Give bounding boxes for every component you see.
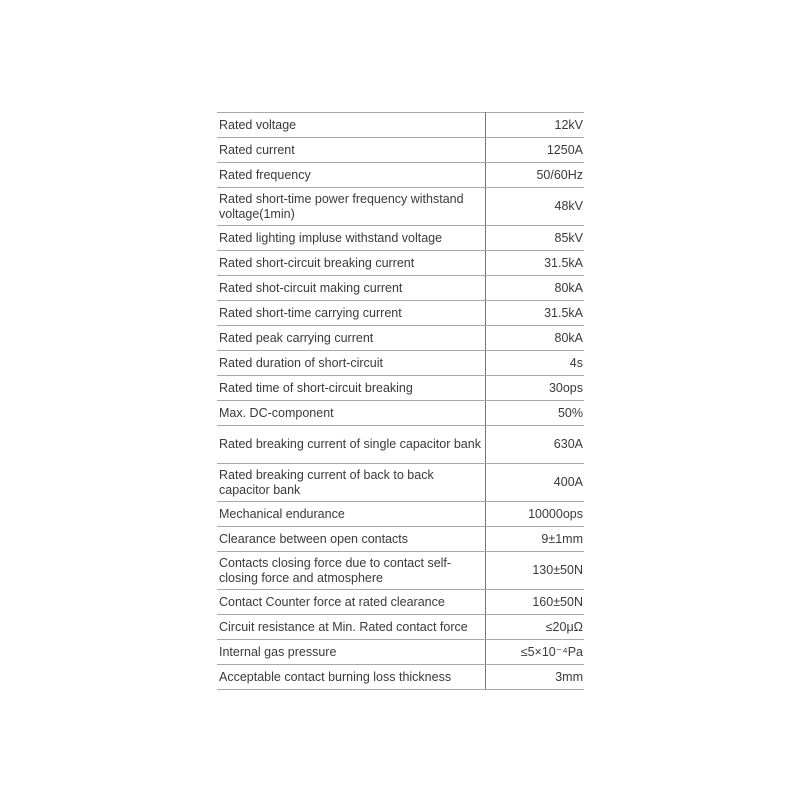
table-row: Rated short-circuit breaking current 31.5… [217, 250, 584, 276]
parameter-cell: Rated short-time power frequency withsta… [217, 187, 486, 226]
table-row: Max. DC-component 50% [217, 400, 584, 426]
value-cell: 30ops [485, 375, 584, 401]
value-cell: 48kV [485, 187, 584, 226]
specifications-table-body: Rated voltage 12kV Rated current 1250A Rated… [217, 112, 584, 690]
table-row: Rated frequency 50/60Hz [217, 162, 584, 188]
parameter-cell: Rated short-time carrying current [217, 300, 486, 326]
table-row: Rated lighting impluse withstand voltage… [217, 225, 584, 251]
parameter-cell: Rated time of short-circuit breaking [217, 375, 486, 401]
parameter-cell: Rated voltage [217, 112, 486, 138]
parameter-cell: Rated short-circuit breaking current [217, 250, 486, 276]
table-row: Contact Counter force at rated clearance… [217, 589, 584, 615]
parameter-cell: Contacts closing force due to contact se… [217, 551, 486, 590]
parameter-cell: Rated shot-circuit making current [217, 275, 486, 301]
parameter-cell: Internal gas pressure [217, 639, 486, 665]
parameter-cell: Clearance between open contacts [217, 526, 486, 552]
parameter-cell: Circuit resistance at Min. Rated contact… [217, 614, 486, 640]
parameter-cell: Rated lighting impluse withstand voltage [217, 225, 486, 251]
parameter-cell: Rated peak carrying current [217, 325, 486, 351]
table-row: Rated voltage 12kV [217, 112, 584, 138]
value-cell: 630A [485, 425, 584, 464]
value-cell: 4s [485, 350, 584, 376]
parameter-cell: Rated breaking current of single capacit… [217, 425, 486, 464]
table-row: Mechanical endurance 10000ops [217, 501, 584, 527]
table-row: Internal gas pressure ≤5×10⁻⁴Pa [217, 639, 584, 665]
value-cell: 85kV [485, 225, 584, 251]
table-row: Clearance between open contacts 9±1mm [217, 526, 584, 552]
table-row: Rated short-time carrying current 31.5kA [217, 300, 584, 326]
table-row: Circuit resistance at Min. Rated contact… [217, 614, 584, 640]
table-row: Rated breaking current of single capacit… [217, 425, 584, 464]
value-cell: 50% [485, 400, 584, 426]
value-cell: ≤20μΩ [485, 614, 584, 640]
value-cell: ≤5×10⁻⁴Pa [485, 639, 584, 665]
value-cell: 31.5kA [485, 300, 584, 326]
parameter-cell: Acceptable contact burning loss thicknes… [217, 664, 486, 690]
table-row: Contacts closing force due to contact se… [217, 551, 584, 590]
parameter-cell: Rated frequency [217, 162, 486, 188]
value-cell: 9±1mm [485, 526, 584, 552]
parameter-cell: Mechanical endurance [217, 501, 486, 527]
value-cell: 1250A [485, 137, 584, 163]
table-row: Rated peak carrying current 80kA [217, 325, 584, 351]
table-row: Rated breaking current of back to back c… [217, 463, 584, 502]
table-row: Rated time of short-circuit breaking 30op… [217, 375, 584, 401]
value-cell: 80kA [485, 325, 584, 351]
table-row: Rated short-time power frequency withsta… [217, 187, 584, 226]
table-row: Rated shot-circuit making current 80kA [217, 275, 584, 301]
value-cell: 80kA [485, 275, 584, 301]
value-cell: 50/60Hz [485, 162, 584, 188]
value-cell: 10000ops [485, 501, 584, 527]
parameter-cell: Contact Counter force at rated clearance [217, 589, 486, 615]
specifications-table: Rated voltage 12kV Rated current 1250A Rated… [217, 112, 584, 690]
value-cell: 31.5kA [485, 250, 584, 276]
parameter-cell: Rated breaking current of back to back c… [217, 463, 486, 502]
table-row: Acceptable contact burning loss thicknes… [217, 664, 584, 690]
parameter-cell: Rated duration of short-circuit [217, 350, 486, 376]
value-cell: 160±50N [485, 589, 584, 615]
value-cell: 400A [485, 463, 584, 502]
table-row: Rated current 1250A [217, 137, 584, 163]
parameter-cell: Rated current [217, 137, 486, 163]
value-cell: 130±50N [485, 551, 584, 590]
parameter-cell: Max. DC-component [217, 400, 486, 426]
table-row: Rated duration of short-circuit 4s [217, 350, 584, 376]
value-cell: 3mm [485, 664, 584, 690]
value-cell: 12kV [485, 112, 584, 138]
